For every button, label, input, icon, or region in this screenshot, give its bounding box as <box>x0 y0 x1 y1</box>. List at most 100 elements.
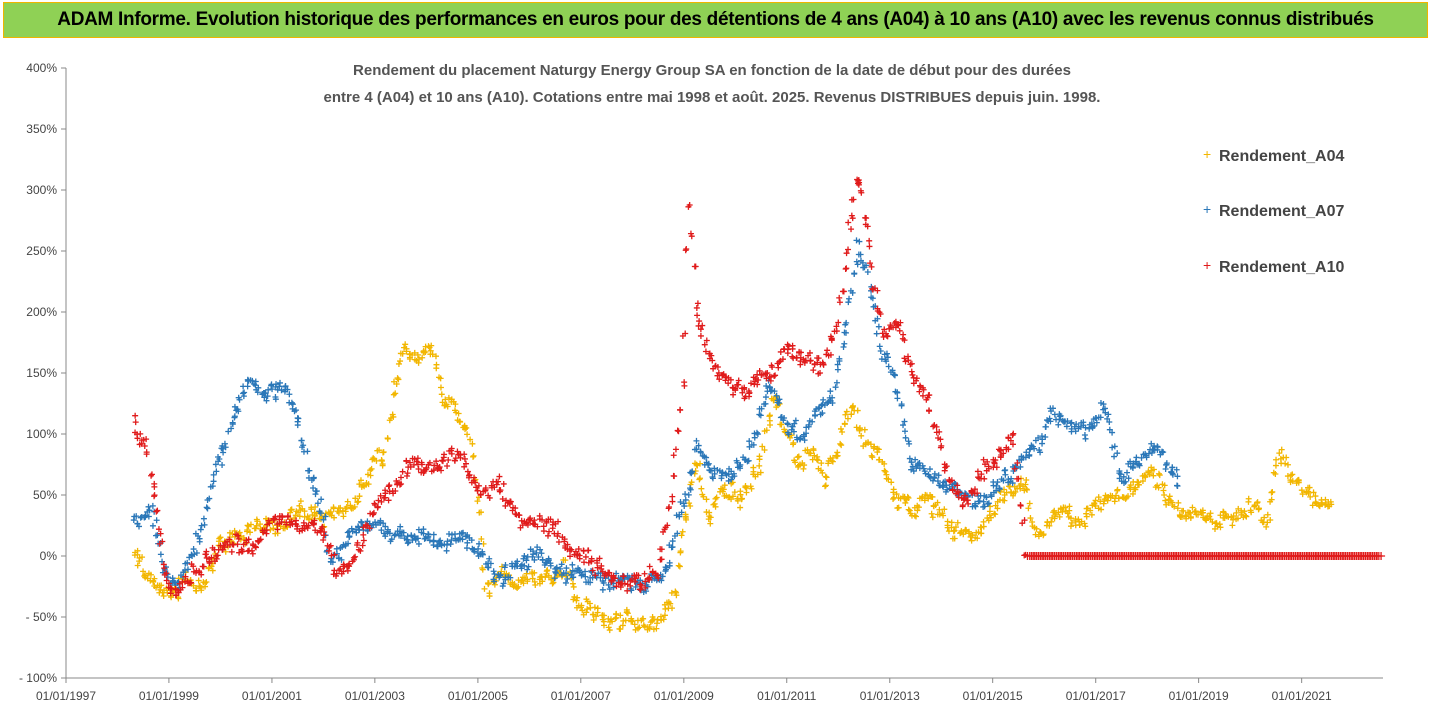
data-point-a10 <box>937 436 944 443</box>
data-point-a10 <box>843 250 850 257</box>
data-point-a04 <box>720 486 727 493</box>
data-point-a07 <box>382 523 389 530</box>
data-point-a04 <box>548 576 555 583</box>
data-point-a04 <box>1198 509 1205 516</box>
data-point-a10 <box>436 463 443 470</box>
data-point-a04 <box>737 488 744 495</box>
data-point-a10 <box>375 497 382 504</box>
data-point-a07 <box>926 473 933 480</box>
data-point-a10 <box>857 187 864 194</box>
data-point-a07 <box>314 500 321 507</box>
data-point-a10 <box>692 263 699 270</box>
data-point-a10 <box>797 349 804 356</box>
data-point-a04 <box>837 440 844 447</box>
data-point-a07 <box>697 449 704 456</box>
data-point-a07 <box>1138 454 1145 461</box>
data-point-a10 <box>346 563 353 570</box>
data-point-a04 <box>726 494 733 501</box>
data-point-a10 <box>660 528 667 535</box>
data-point-a07 <box>980 498 987 505</box>
data-point-a04 <box>954 519 961 526</box>
data-point-a10 <box>296 528 303 535</box>
data-point-a04 <box>948 519 955 526</box>
data-point-a04 <box>804 446 811 453</box>
data-point-a04 <box>433 365 440 372</box>
data-point-a04 <box>287 509 294 516</box>
data-point-a04 <box>1245 498 1252 505</box>
data-point-a10 <box>1005 434 1012 441</box>
data-point-a07 <box>1056 416 1063 423</box>
data-point-a04 <box>1263 523 1270 530</box>
data-point-a10 <box>266 520 273 527</box>
data-point-a07 <box>310 484 317 491</box>
data-point-a07 <box>201 521 208 528</box>
data-point-a10 <box>854 176 861 183</box>
chart-title: Rendement du placement Naturgy Energy Gr… <box>280 52 1150 116</box>
data-point-a10 <box>209 544 216 551</box>
data-point-a07 <box>142 512 149 519</box>
data-point-a07 <box>695 442 702 449</box>
data-point-a07 <box>1124 469 1131 476</box>
data-point-a10 <box>769 364 776 371</box>
data-point-a07 <box>563 570 570 577</box>
data-point-a07 <box>711 465 718 472</box>
data-point-a10 <box>872 285 879 292</box>
data-point-a04 <box>856 427 863 434</box>
data-point-a04 <box>1268 489 1275 496</box>
data-point-a04 <box>1272 462 1279 469</box>
data-point-a07 <box>225 428 232 435</box>
legend-marker-a07: + <box>1203 201 1211 217</box>
data-point-a04 <box>1174 505 1181 512</box>
data-point-a10 <box>235 535 242 542</box>
data-point-a04 <box>593 613 600 620</box>
data-point-a04 <box>158 582 165 589</box>
data-point-a07 <box>834 366 841 373</box>
data-point-a04 <box>462 426 469 433</box>
data-point-a10 <box>666 503 673 510</box>
data-point-a04 <box>649 614 656 621</box>
series-a07 <box>130 237 1181 596</box>
data-point-a10 <box>355 546 362 553</box>
data-point-a07 <box>1169 470 1176 477</box>
data-point-a10 <box>536 512 543 519</box>
data-point-a04 <box>476 509 483 516</box>
data-point-a04 <box>600 618 607 625</box>
data-point-a07 <box>152 532 159 539</box>
data-point-a10 <box>824 347 831 354</box>
data-point-a10 <box>670 472 677 479</box>
data-point-a07 <box>404 540 411 547</box>
data-point-a07 <box>1133 454 1140 461</box>
data-point-a07 <box>996 485 1003 492</box>
data-point-a07 <box>184 559 191 566</box>
data-point-a04 <box>481 585 488 592</box>
data-point-a04 <box>790 441 797 448</box>
data-point-a07 <box>606 586 613 593</box>
data-point-a07 <box>790 428 797 435</box>
data-point-a04 <box>869 454 876 461</box>
data-point-a04 <box>653 625 660 632</box>
data-point-a04 <box>1125 493 1132 500</box>
data-point-a10 <box>1019 520 1026 527</box>
data-point-a04 <box>428 342 435 349</box>
data-point-a07 <box>763 383 770 390</box>
data-point-a07 <box>722 470 729 477</box>
data-point-a10 <box>203 548 210 555</box>
data-point-a10 <box>167 590 174 597</box>
data-point-a04 <box>848 411 855 418</box>
data-point-a07 <box>809 418 816 425</box>
data-point-a07 <box>291 408 298 415</box>
data-point-a10 <box>746 390 753 397</box>
data-point-a07 <box>378 527 385 534</box>
data-point-a04 <box>364 471 371 478</box>
data-point-a10 <box>444 463 451 470</box>
data-point-a10 <box>764 370 771 377</box>
data-point-a07 <box>430 542 437 549</box>
data-point-a10 <box>775 364 782 371</box>
data-point-a07 <box>1142 450 1149 457</box>
data-point-a10 <box>370 509 377 516</box>
data-point-a04 <box>1081 520 1088 527</box>
data-point-a04 <box>861 426 868 433</box>
data-point-a04 <box>902 499 909 506</box>
data-point-a04 <box>888 479 895 486</box>
data-point-a04 <box>1234 515 1241 522</box>
